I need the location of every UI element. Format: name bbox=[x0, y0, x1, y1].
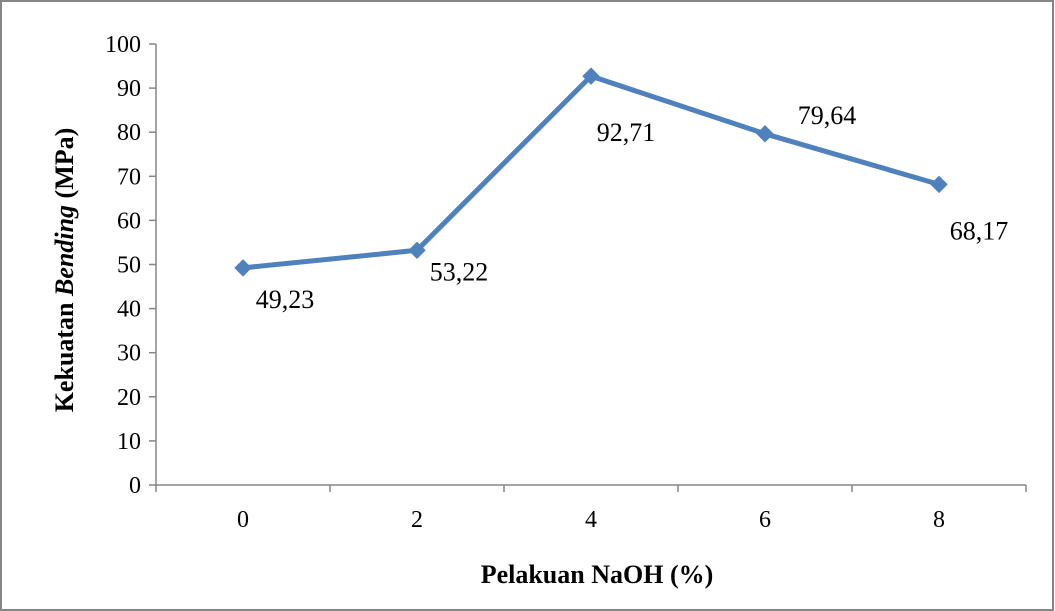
y-axis-title-prefix: Kekuatan bbox=[50, 296, 79, 412]
x-tick-label: 4 bbox=[585, 507, 597, 533]
y-tick-label: 80 bbox=[117, 120, 141, 146]
y-axis-title-suffix: (MPa) bbox=[50, 128, 79, 205]
y-tick-label: 90 bbox=[117, 76, 141, 102]
data-point-marker bbox=[582, 67, 600, 85]
data-point-marker bbox=[234, 259, 252, 277]
x-axis-title: Pelakuan NaOH (%) bbox=[481, 560, 714, 589]
data-label: 92,71 bbox=[597, 118, 656, 147]
y-tick-label: 60 bbox=[117, 208, 141, 234]
x-tick-label: 6 bbox=[759, 507, 771, 533]
x-axis: 0 2 4 6 8 bbox=[155, 484, 1027, 533]
y-axis-title: Kekuatan Bending (MPa) bbox=[50, 128, 79, 413]
y-axis: 0 10 20 30 40 50 60 70 80 90 100 bbox=[105, 32, 157, 499]
y-tick-label: 20 bbox=[117, 385, 141, 411]
data-label: 53,22 bbox=[430, 257, 489, 286]
data-point-marker bbox=[930, 175, 948, 194]
data-labels: 49,23 53,22 92,71 79,64 68,17 bbox=[256, 101, 1009, 314]
data-label: 79,64 bbox=[798, 101, 857, 130]
data-point-marker bbox=[408, 241, 426, 260]
y-tick-label: 50 bbox=[117, 253, 141, 279]
data-point-marker bbox=[756, 125, 774, 143]
data-label: 68,17 bbox=[950, 216, 1009, 245]
y-tick-label: 0 bbox=[129, 473, 141, 499]
series-line-group bbox=[234, 67, 948, 277]
y-axis-title-emphasis: Bending bbox=[50, 205, 79, 297]
x-tick-label: 0 bbox=[237, 507, 249, 533]
y-tick-label: 100 bbox=[105, 32, 141, 58]
x-tick-label: 8 bbox=[933, 507, 945, 533]
y-tick-label: 30 bbox=[117, 341, 141, 367]
y-tick-label: 70 bbox=[117, 164, 141, 190]
data-label: 49,23 bbox=[256, 285, 315, 314]
y-tick-label: 40 bbox=[117, 297, 141, 323]
x-tick-label: 2 bbox=[411, 507, 423, 533]
y-tick-label: 10 bbox=[117, 429, 141, 455]
